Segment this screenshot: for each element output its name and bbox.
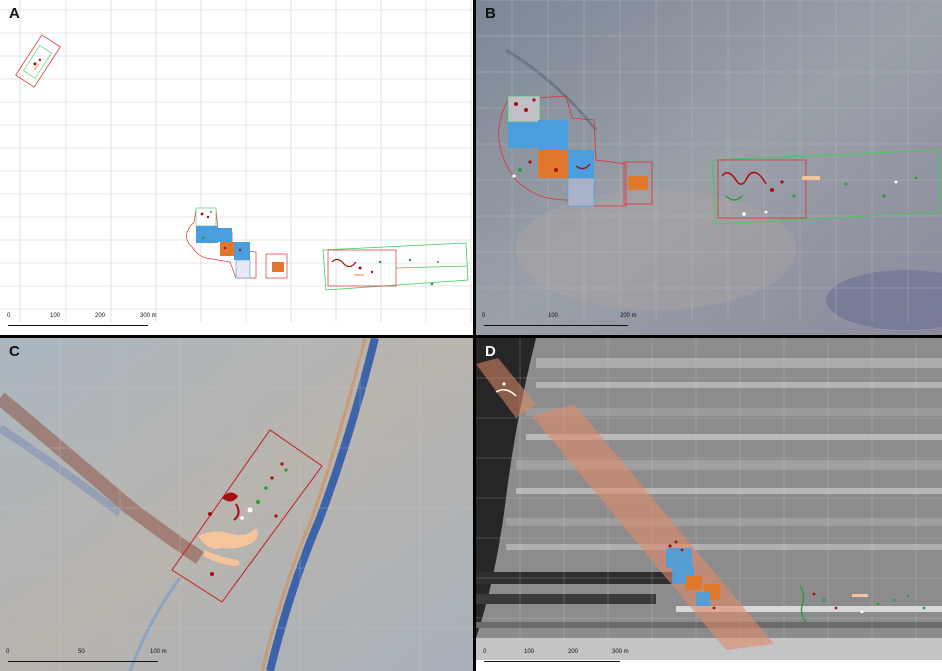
scale-tick: 0 <box>7 313 11 319</box>
panel-c-survey-area <box>171 429 323 603</box>
panel-a-overview-map: A 0 100 200 300 m <box>0 0 473 335</box>
scale-tick: 300 m <box>612 649 629 655</box>
scale-tick: 200 <box>568 649 579 655</box>
panel-c-scale-bar: 0 50 100 m <box>4 649 174 667</box>
panel-a-grid <box>0 0 473 322</box>
panel-d-label: D <box>485 343 496 360</box>
panel-a-scale-bar: 0 100 200 300 m <box>4 313 164 331</box>
panel-a-east-survey-block <box>322 242 469 291</box>
scale-tick: 100 <box>548 313 559 319</box>
panel-d-grid <box>476 338 942 660</box>
panel-b-grid <box>476 0 942 322</box>
scale-line <box>8 661 158 662</box>
scale-line <box>8 325 148 326</box>
scale-tick: 100 m <box>150 649 167 655</box>
panel-d-aerial-photo-map: D 0 100 200 300 m <box>476 338 942 671</box>
panel-d-map-canvas <box>476 338 942 671</box>
panel-c-label: C <box>9 343 20 360</box>
scale-tick: 300 m <box>140 313 157 319</box>
panel-c-map-canvas <box>0 338 473 671</box>
scale-tick: 100 <box>524 649 535 655</box>
scale-tick: 200 m <box>620 313 637 319</box>
panel-a-nw-survey-area <box>15 34 61 88</box>
scale-tick: 50 <box>78 649 85 655</box>
panel-divider-horizontal <box>0 335 942 338</box>
scale-tick: 0 <box>483 649 487 655</box>
panel-c-grid <box>0 338 473 671</box>
scale-tick: 0 <box>6 649 10 655</box>
panel-b-map-canvas <box>476 0 942 335</box>
panel-a-central-survey-block <box>186 207 288 279</box>
panel-c-detail-map: C 0 50 100 m <box>0 338 473 671</box>
panel-b-east-survey-block <box>711 149 941 225</box>
panel-d-nw-transect-band <box>476 358 536 418</box>
scale-line <box>484 661 620 662</box>
panel-d-scale-bar: 0 100 200 300 m <box>480 649 640 667</box>
panel-a-label: A <box>9 5 20 22</box>
scale-tick: 100 <box>50 313 61 319</box>
panel-b-label: B <box>485 5 496 22</box>
scale-line <box>484 325 628 326</box>
panel-d-survey-features <box>495 382 926 623</box>
panel-b-hillshade-map: B 0 100 200 m <box>476 0 942 335</box>
scale-tick: 0 <box>482 313 486 319</box>
scale-tick: 200 <box>95 313 106 319</box>
panel-b-scale-bar: 0 100 200 m <box>480 313 640 331</box>
panel-b-central-survey-block <box>498 95 653 207</box>
panel-a-map-canvas <box>0 0 473 322</box>
